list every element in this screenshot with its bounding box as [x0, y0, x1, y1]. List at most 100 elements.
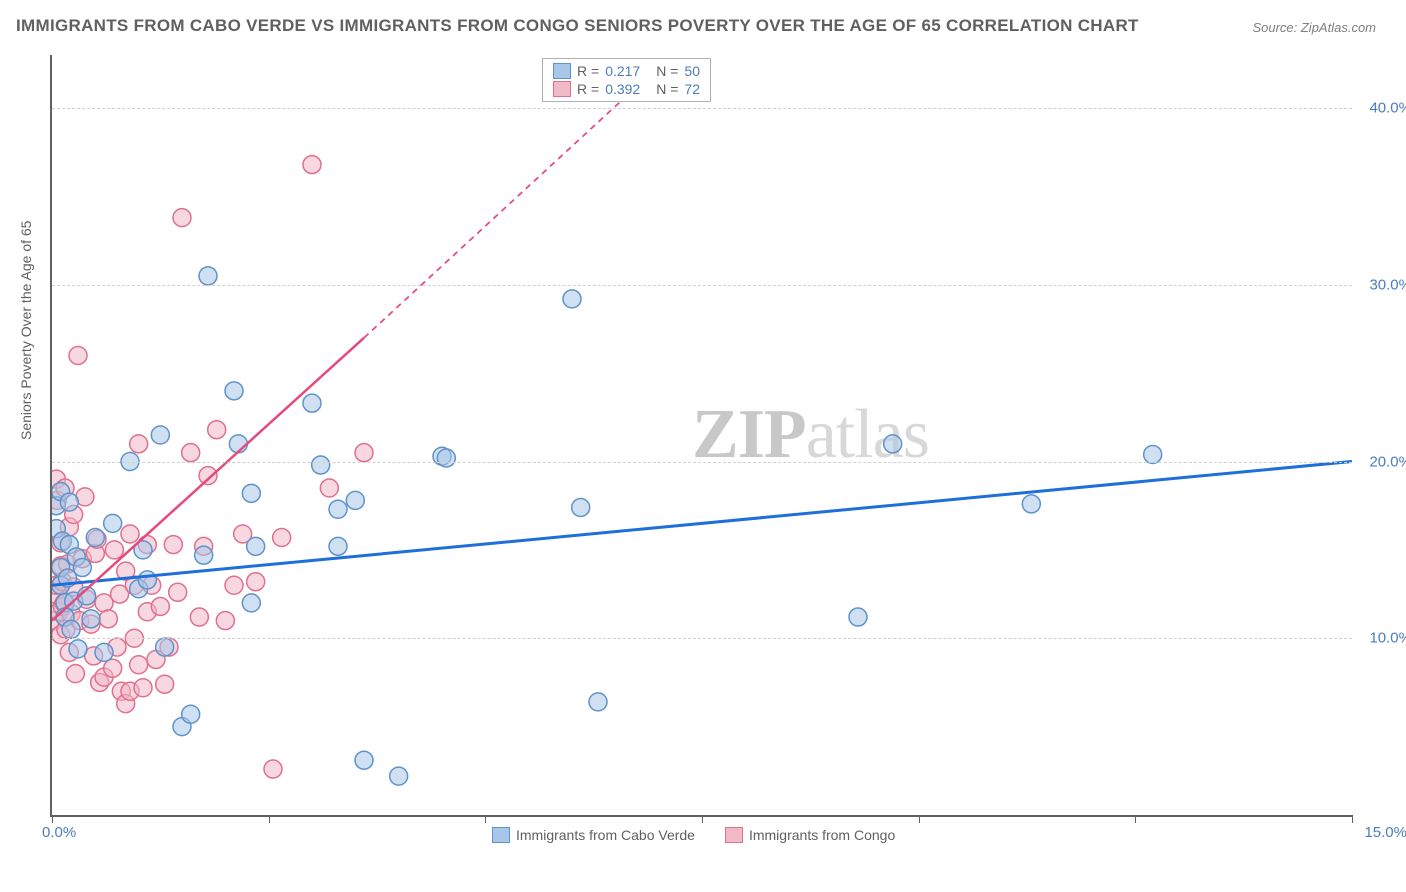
data-point — [1022, 495, 1040, 513]
data-point — [85, 647, 103, 665]
data-point — [173, 209, 191, 227]
data-point — [329, 537, 347, 555]
data-point — [173, 718, 191, 736]
data-point — [355, 751, 373, 769]
data-point — [78, 587, 96, 605]
data-point — [303, 156, 321, 174]
data-point — [190, 608, 208, 626]
data-point — [355, 444, 373, 462]
data-point — [884, 435, 902, 453]
data-point — [82, 615, 100, 633]
data-point — [849, 608, 867, 626]
data-point — [60, 493, 78, 511]
data-point — [138, 536, 156, 554]
data-point — [138, 603, 156, 621]
data-point — [229, 435, 247, 453]
data-point — [52, 603, 68, 621]
data-point — [390, 767, 408, 785]
watermark: ZIPatlas — [692, 395, 929, 475]
gridline — [52, 638, 1352, 639]
data-point — [320, 479, 338, 497]
bottom-legend: Immigrants from Cabo Verde Immigrants fr… — [492, 827, 895, 843]
data-point — [95, 594, 113, 612]
data-point — [242, 484, 260, 502]
data-point — [303, 394, 321, 412]
data-point — [247, 573, 265, 591]
data-point — [156, 675, 174, 693]
data-point — [52, 534, 70, 552]
data-point — [78, 590, 96, 608]
data-point — [134, 541, 152, 559]
legend-item-cabo-verde: Immigrants from Cabo Verde — [492, 827, 695, 843]
data-point — [53, 532, 71, 550]
data-point — [52, 470, 65, 488]
x-tick — [1135, 815, 1136, 823]
data-point — [76, 488, 94, 506]
data-point — [130, 656, 148, 674]
data-point — [312, 456, 330, 474]
data-point — [234, 525, 252, 543]
data-point — [273, 529, 291, 547]
x-tick — [52, 815, 53, 823]
data-point — [134, 679, 152, 697]
data-point — [182, 444, 200, 462]
plot-svg — [52, 55, 1352, 815]
data-point — [99, 610, 117, 628]
data-point — [199, 267, 217, 285]
stats-legend-box: R = 0.217 N = 50 R = 0.392 N = 72 — [542, 58, 711, 102]
data-point — [95, 643, 113, 661]
y-tick-label: 40.0% — [1362, 100, 1406, 117]
y-tick-label: 20.0% — [1362, 453, 1406, 470]
data-point — [208, 421, 226, 439]
data-point — [433, 447, 451, 465]
data-point — [69, 640, 87, 658]
data-point — [117, 695, 135, 713]
x-tick-label-min: 0.0% — [42, 824, 76, 841]
gridline — [52, 462, 1352, 463]
y-axis-label: Seniors Poverty Over the Age of 65 — [18, 221, 34, 440]
data-point — [52, 557, 70, 575]
data-point — [216, 612, 234, 630]
data-point — [563, 290, 581, 308]
data-point — [104, 514, 122, 532]
y-tick-label: 30.0% — [1362, 276, 1406, 293]
stats-row-congo: R = 0.392 N = 72 — [553, 80, 700, 98]
data-point — [52, 585, 64, 603]
legend-swatch-cabo-verde — [492, 827, 510, 843]
data-point — [225, 576, 243, 594]
data-point — [52, 576, 70, 594]
data-point — [65, 578, 83, 596]
legend-item-congo: Immigrants from Congo — [725, 827, 895, 843]
data-point — [160, 638, 178, 656]
y-tick-label: 10.0% — [1362, 630, 1406, 647]
data-point — [572, 498, 590, 516]
gridline — [52, 285, 1352, 286]
swatch-congo — [553, 81, 571, 97]
data-point — [108, 638, 126, 656]
data-point — [71, 612, 89, 630]
data-point — [55, 594, 73, 612]
data-point — [53, 597, 71, 615]
data-point — [86, 544, 104, 562]
data-point — [156, 638, 174, 656]
data-point — [121, 682, 139, 700]
x-tick — [269, 815, 270, 823]
data-point — [57, 620, 75, 638]
data-point — [82, 610, 100, 628]
data-point — [52, 497, 65, 515]
data-point — [52, 559, 70, 577]
data-point — [247, 537, 265, 555]
data-point — [52, 520, 65, 538]
data-point — [52, 612, 64, 630]
source-label: Source: ZipAtlas.com — [1252, 20, 1376, 35]
data-point — [164, 536, 182, 554]
data-point — [69, 346, 87, 364]
data-point — [52, 491, 66, 509]
data-point — [60, 518, 78, 536]
trend-line — [52, 462, 1352, 586]
x-tick — [702, 815, 703, 823]
data-point — [112, 682, 130, 700]
data-point — [105, 541, 123, 559]
data-point — [195, 546, 213, 564]
data-point — [56, 479, 74, 497]
